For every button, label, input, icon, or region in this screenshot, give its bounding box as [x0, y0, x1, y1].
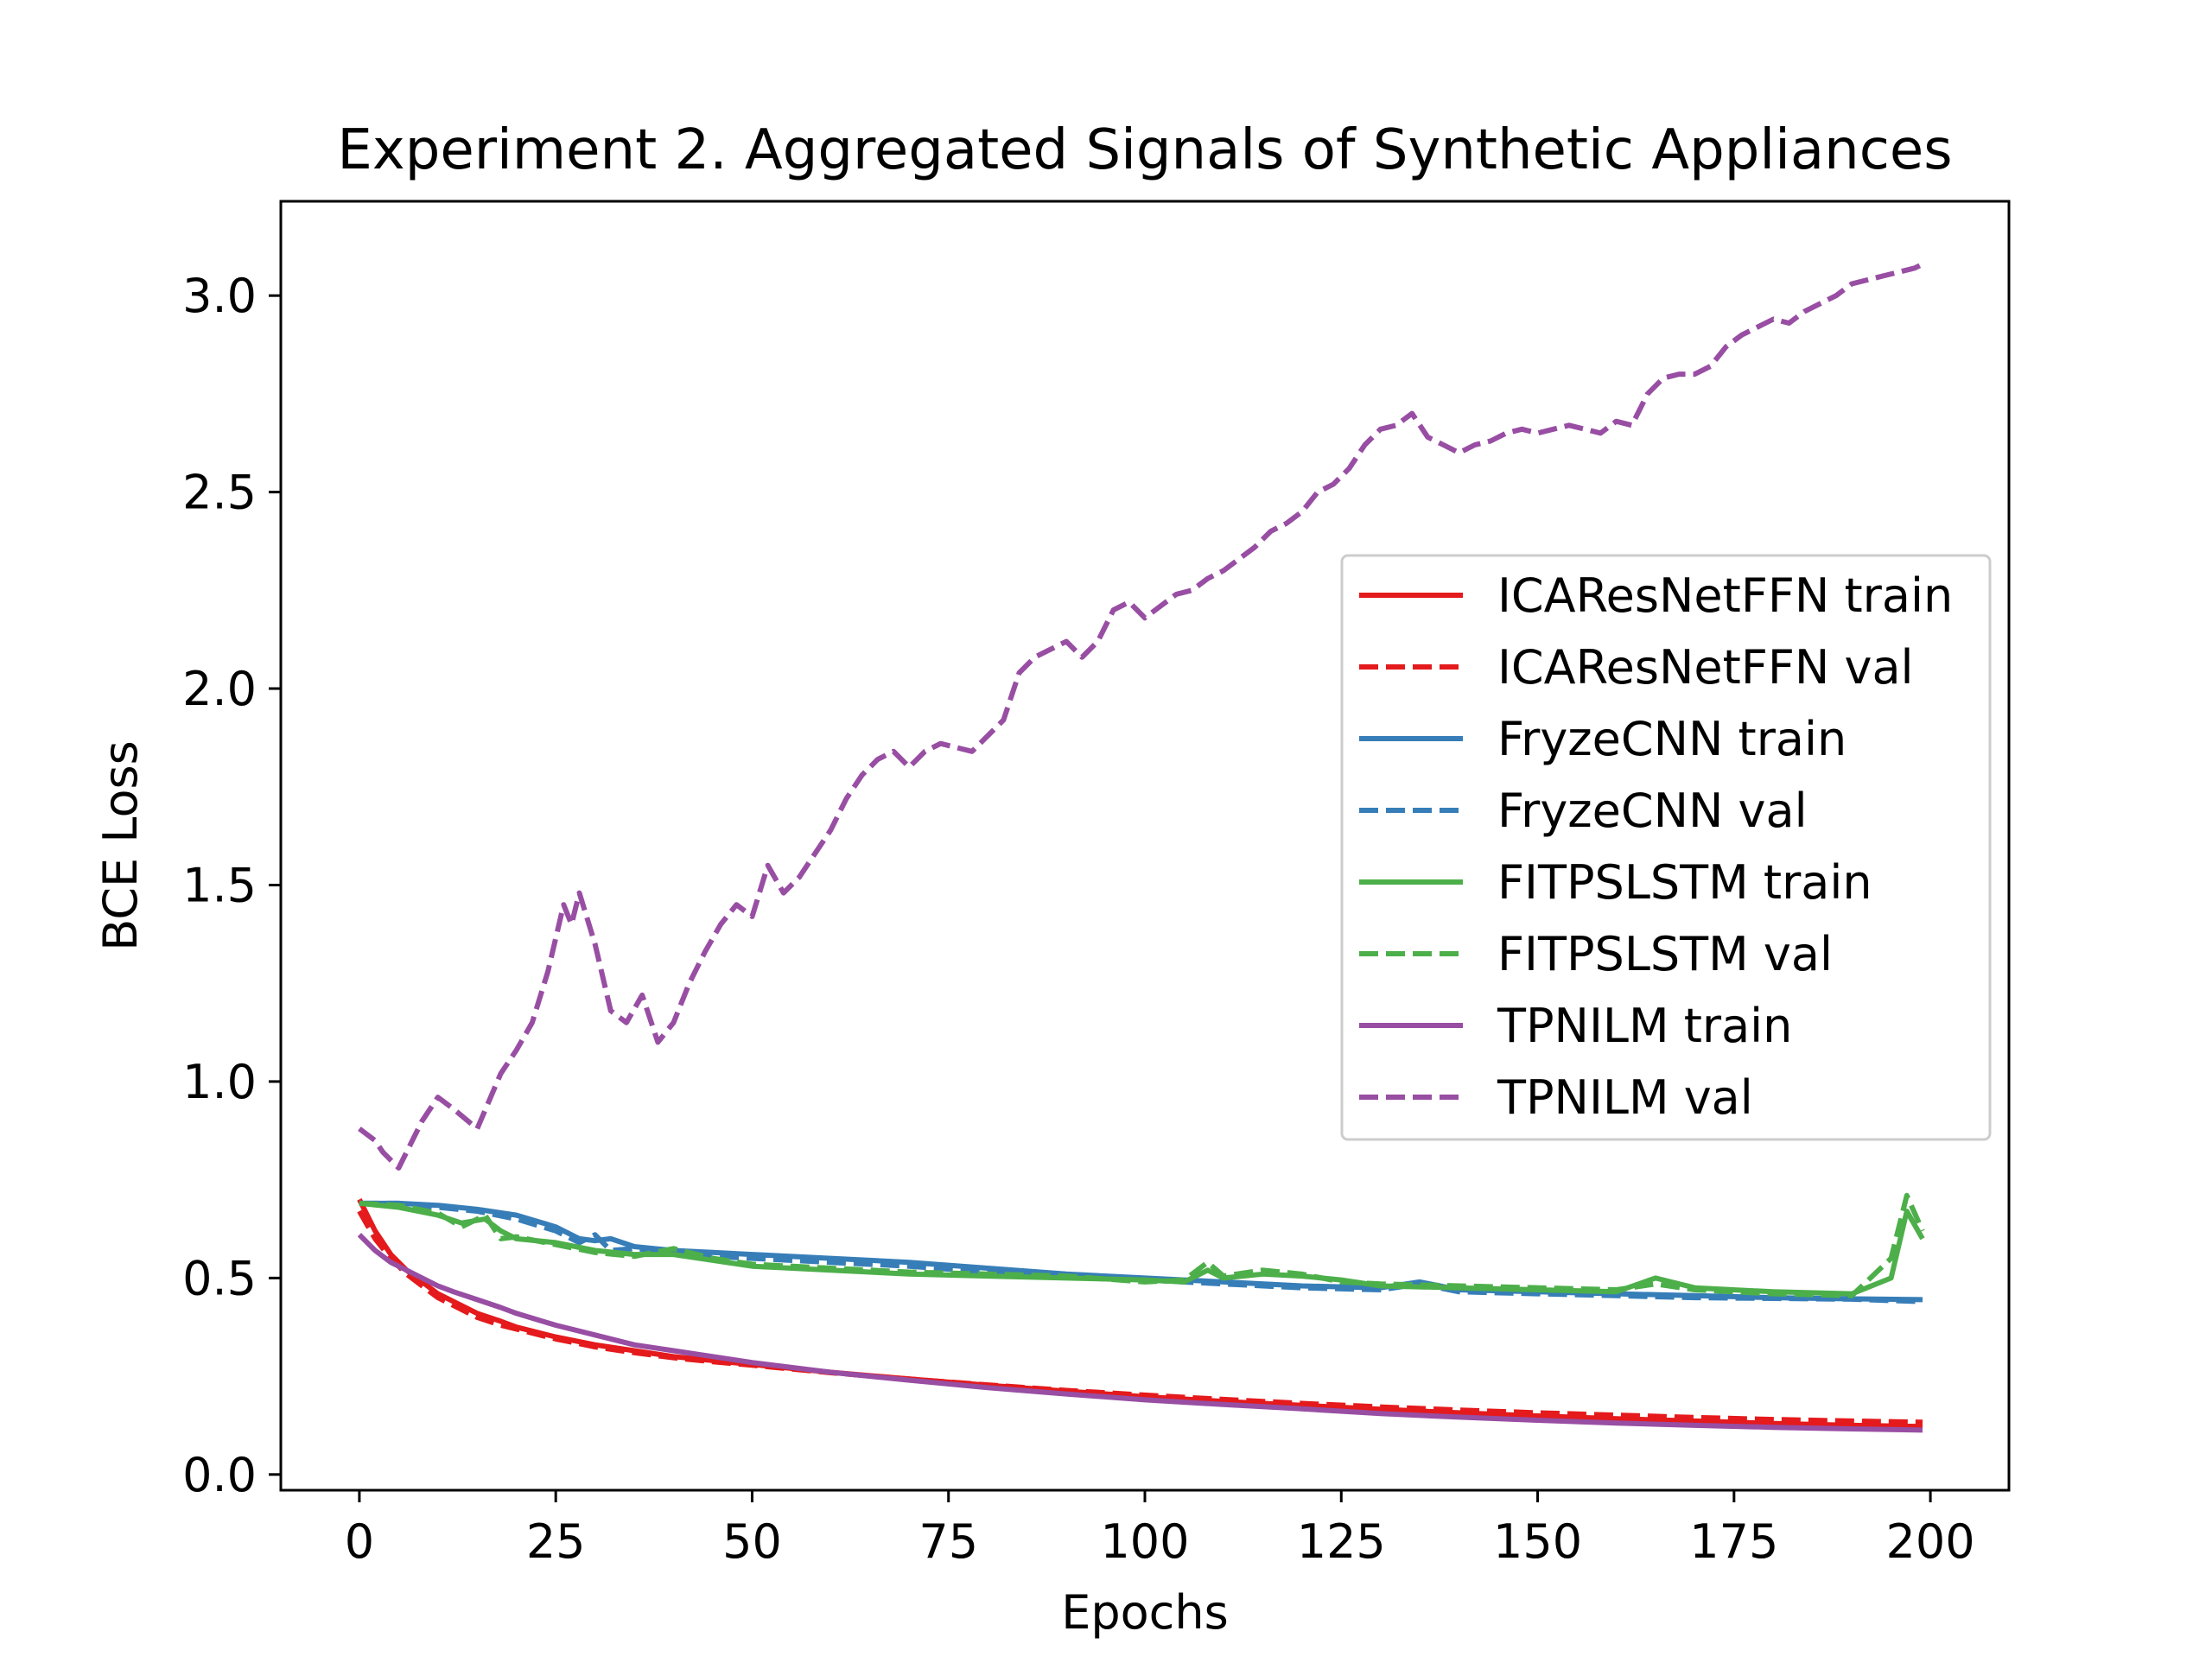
- legend-label-tpnilm-val: TPNILM val: [1497, 1070, 1753, 1125]
- y-tick-label: 0.0: [182, 1448, 257, 1502]
- x-tick-label: 50: [722, 1514, 782, 1569]
- x-tick-label: 25: [526, 1514, 586, 1569]
- x-tick-label: 100: [1100, 1514, 1189, 1569]
- y-tick-label: 2.0: [182, 662, 257, 716]
- legend-box: [1340, 554, 1992, 1141]
- x-tick-label: 150: [1493, 1514, 1582, 1569]
- series-line-tpnilm-train: [357, 1233, 1923, 1433]
- y-axis: 0.0 0.5 1.0 1.5 2.0 2.5 3.0: [182, 269, 281, 1502]
- legend-label-fitpslstm-val: FITPSLSTM val: [1497, 927, 1833, 981]
- y-tick-label: 2.5: [182, 466, 257, 520]
- y-axis-label: BCE Loss: [93, 740, 148, 951]
- y-tick-label: 3.0: [182, 269, 257, 323]
- series-line-tpnilm-val: [358, 262, 1924, 1171]
- x-tick-label: 175: [1689, 1514, 1778, 1569]
- legend-label-fryzecnn-val: FryzeCNN val: [1497, 784, 1808, 838]
- x-tick-label: 75: [918, 1514, 978, 1569]
- legend-label-tpnilm-train: TPNILM train: [1497, 999, 1792, 1053]
- legend-label-icaresnetffn-train: ICAResNetFFN train: [1497, 568, 1953, 623]
- y-tick-label: 1.0: [182, 1055, 257, 1109]
- legend-label-fryzecnn-train: FryzeCNN train: [1497, 712, 1847, 766]
- x-axis: 0 25 50 75 100 125 150 175 200: [345, 1490, 1975, 1569]
- x-axis-label: Epochs: [1061, 1585, 1228, 1640]
- series-line-fryzecnn-val: [359, 1200, 1923, 1304]
- x-tick-label: 200: [1886, 1514, 1975, 1569]
- x-tick-label: 0: [345, 1514, 374, 1569]
- legend-label-icaresnetffn-val: ICAResNetFFN val: [1497, 640, 1914, 695]
- series-line-icaresnetffn-val: [357, 1209, 1923, 1425]
- legend: ICAResNetFFN train ICAResNetFFN val FryzeC…: [1340, 554, 1992, 1141]
- plot-area: [357, 262, 1925, 1433]
- legend-label-fitpslstm-train: FITPSLSTM train: [1497, 855, 1872, 910]
- y-tick-label: 0.5: [182, 1251, 257, 1305]
- series-line-fitpslstm-val: [359, 1192, 1925, 1298]
- y-tick-label: 1.5: [182, 858, 257, 912]
- x-tick-label: 125: [1297, 1514, 1386, 1569]
- chart-title: Experiment 2. Aggregated Signals of Synt…: [337, 118, 1952, 182]
